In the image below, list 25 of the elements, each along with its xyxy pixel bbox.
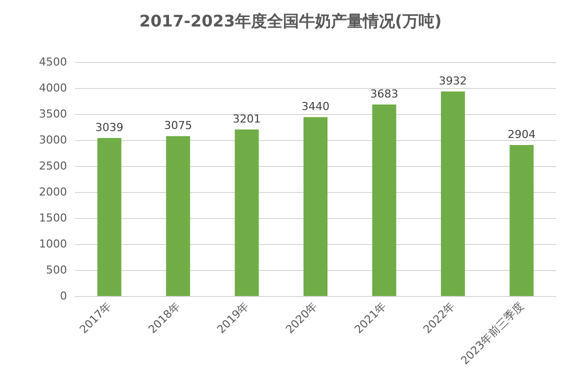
y-tick-label: 0 (60, 290, 67, 302)
data-label: 3440 (302, 100, 330, 114)
data-label: 3932 (438, 74, 467, 88)
y-tick-label: 2000 (39, 186, 67, 198)
bar (304, 117, 328, 296)
data-label: 3075 (164, 119, 192, 132)
chart-title: 2017-2023年度全国牛奶产量情况(万吨) (139, 12, 442, 30)
bar (166, 136, 190, 296)
bar (234, 130, 259, 296)
y-tick-label: 500 (46, 264, 67, 276)
y-tick-label: 3000 (39, 134, 67, 146)
data-label: 3683 (370, 87, 398, 100)
bar (440, 92, 465, 296)
y-tick-label: 2500 (39, 160, 67, 172)
y-tick-label: 1500 (39, 212, 67, 224)
bar (372, 104, 396, 296)
y-tick-label: 4000 (39, 82, 67, 94)
bar (97, 138, 122, 296)
data-label: 3039 (95, 120, 124, 134)
y-tick-label: 1000 (39, 238, 67, 250)
y-tick-label: 3500 (39, 108, 67, 120)
y-tick-label: 4500 (39, 56, 67, 68)
bar (510, 144, 534, 296)
data-label: 3201 (232, 112, 261, 126)
data-label: 2904 (508, 128, 536, 141)
